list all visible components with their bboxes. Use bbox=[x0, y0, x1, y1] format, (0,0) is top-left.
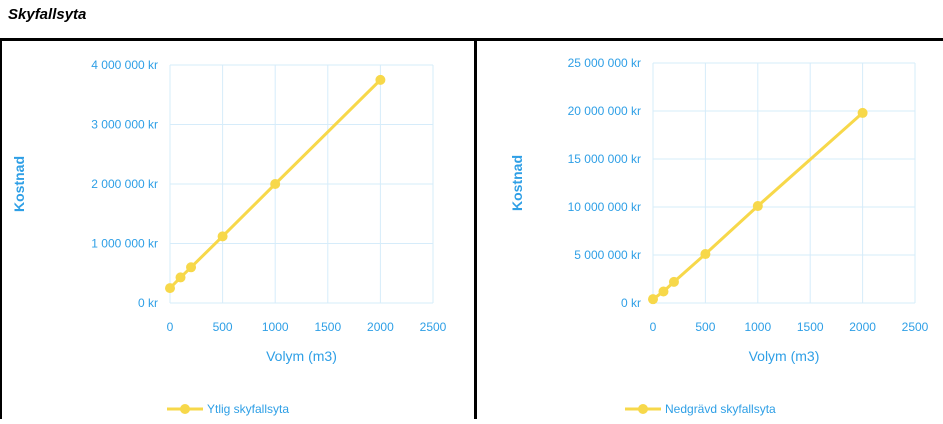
data-point bbox=[752, 201, 763, 212]
panel-divider bbox=[474, 38, 477, 419]
y-axis-title: Kostnad bbox=[509, 155, 525, 211]
chart-nedgravd: 0 kr 5 000 000 kr 10 000 000 kr 15 000 000 … bbox=[509, 56, 929, 416]
legend-label: Nedgrävd skyfallsyta bbox=[665, 402, 776, 416]
x-axis-title: Volym (m3) bbox=[749, 348, 820, 364]
data-point bbox=[186, 262, 197, 273]
data-point bbox=[217, 231, 228, 242]
y-tick-label: 0 kr bbox=[138, 296, 158, 310]
data-point bbox=[165, 283, 175, 294]
chart-ytlig: 0 kr 1 000 000 kr 2 000 000 kr 3 000 000 kr… bbox=[11, 58, 447, 416]
x-tick-label: 2500 bbox=[420, 320, 447, 334]
y-tick-label: 3 000 000 kr bbox=[91, 118, 158, 132]
x-tick-label: 2500 bbox=[902, 320, 929, 334]
data-point bbox=[668, 276, 679, 287]
x-tick-label: 1000 bbox=[744, 320, 771, 334]
x-tick-label: 0 bbox=[650, 320, 657, 334]
chart-panel-right: 0 kr 5 000 000 kr 10 000 000 kr 15 000 000 … bbox=[477, 41, 943, 419]
x-tick-label: 1500 bbox=[797, 320, 824, 334]
y-tick-label: 15 000 000 kr bbox=[568, 152, 641, 166]
legend-marker bbox=[638, 404, 648, 414]
data-point bbox=[857, 107, 868, 118]
x-tick-label: 2000 bbox=[367, 320, 394, 334]
y-tick-label: 4 000 000 kr bbox=[91, 58, 158, 72]
y-tick-label: 10 000 000 kr bbox=[568, 200, 641, 214]
y-tick-label: 5 000 000 kr bbox=[574, 248, 641, 262]
legend-label: Ytlig skyfallsyta bbox=[207, 402, 289, 416]
x-tick-label: 500 bbox=[695, 320, 715, 334]
left-border bbox=[0, 38, 2, 419]
x-tick-label: 1500 bbox=[314, 320, 341, 334]
x-tick-label: 500 bbox=[213, 320, 233, 334]
data-point bbox=[700, 249, 711, 260]
y-tick-label: 1 000 000 kr bbox=[91, 237, 158, 251]
title-rule bbox=[0, 38, 943, 41]
x-axis-title: Volym (m3) bbox=[266, 348, 337, 364]
section-title: Skyfallsyta bbox=[8, 6, 87, 23]
y-tick-label: 25 000 000 kr bbox=[568, 56, 641, 70]
data-point bbox=[175, 272, 186, 283]
y-tick-label: 0 kr bbox=[621, 296, 641, 310]
data-point bbox=[648, 294, 658, 305]
y-tick-label: 20 000 000 kr bbox=[568, 104, 641, 118]
legend-marker bbox=[180, 404, 190, 414]
chart-panel-left: 0 kr 1 000 000 kr 2 000 000 kr 3 000 000 kr… bbox=[2, 41, 474, 419]
y-axis-title: Kostnad bbox=[11, 156, 27, 212]
x-tick-label: 1000 bbox=[262, 320, 289, 334]
y-tick-label: 2 000 000 kr bbox=[91, 177, 158, 191]
data-point bbox=[658, 286, 669, 297]
x-tick-label: 0 bbox=[167, 320, 174, 334]
x-tick-label: 2000 bbox=[849, 320, 876, 334]
data-point bbox=[375, 74, 386, 85]
data-point bbox=[270, 179, 281, 189]
